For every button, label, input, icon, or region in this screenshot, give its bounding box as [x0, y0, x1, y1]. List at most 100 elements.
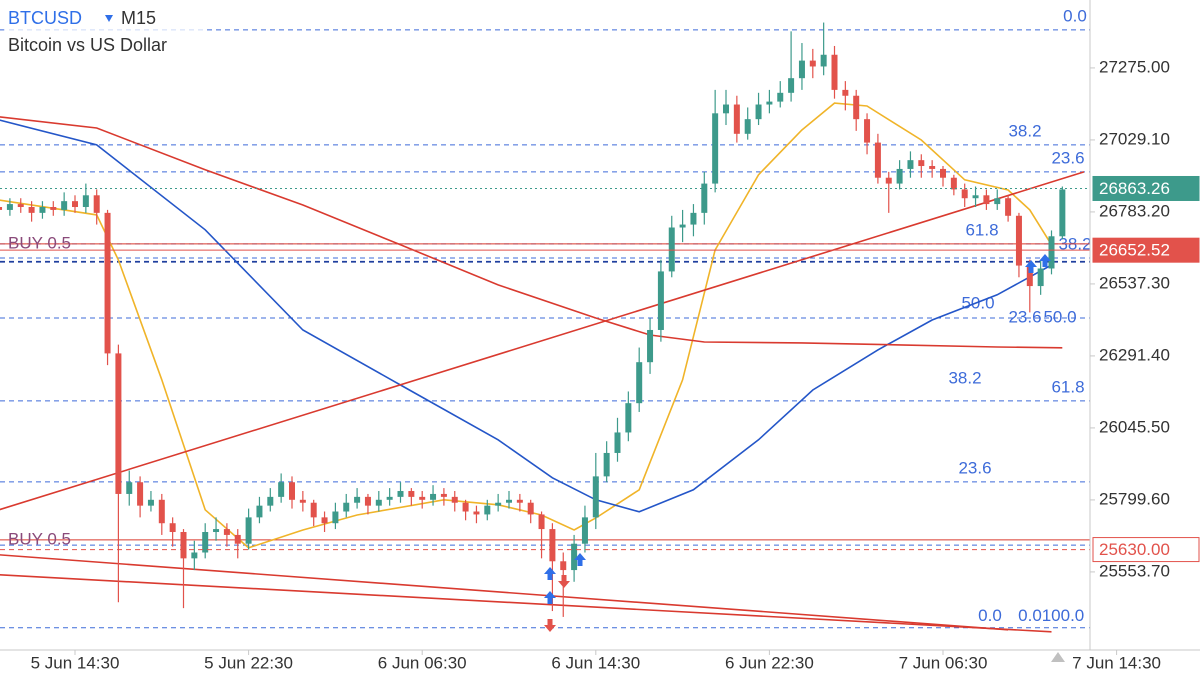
candle-body	[332, 511, 339, 524]
candle-body	[701, 183, 708, 213]
level-label: 23.6	[1008, 307, 1041, 326]
candle-body	[809, 60, 816, 67]
price-tag-label: 25630.00	[1099, 540, 1170, 559]
indicator-line	[0, 171, 1085, 511]
candle-body	[896, 168, 903, 184]
candle-body	[885, 177, 892, 184]
candle-body	[440, 493, 447, 497]
candle-body	[299, 499, 306, 503]
candle-body	[603, 452, 610, 477]
buy-arrows	[544, 254, 1051, 604]
order-label: BUY 0.5	[8, 529, 71, 548]
order-label: BUY 0.5	[8, 233, 71, 252]
description: Bitcoin vs US Dollar	[8, 35, 167, 55]
candle-body	[1005, 198, 1012, 216]
candle-body	[527, 502, 534, 515]
candle-body	[202, 532, 209, 553]
candle-body	[538, 514, 545, 530]
header-backdrop	[4, 6, 204, 62]
plot-area: 0.038.223.661.838.250.023.6 50.038.2 61.82…	[0, 6, 1090, 633]
y-tick-label: 27029.10	[1099, 129, 1170, 148]
x-tick-label: 6 Jun 22:30	[725, 653, 814, 672]
candle-body	[61, 201, 68, 210]
y-tick-label: 25799.60	[1099, 489, 1170, 508]
candle-body	[473, 511, 480, 515]
candle-body	[321, 517, 328, 524]
y-tick-label: 26045.50	[1099, 417, 1170, 436]
candle-body	[495, 502, 502, 506]
candle-body	[213, 529, 220, 533]
price-tag	[1092, 237, 1200, 263]
candle-body	[788, 78, 795, 93]
candle-body	[50, 207, 57, 210]
timeframe[interactable]: M15	[121, 8, 156, 28]
candle-body	[343, 502, 350, 512]
level-label: 38.2	[1008, 121, 1041, 140]
y-tick-label: 26291.40	[1099, 345, 1170, 364]
signals	[544, 254, 1051, 632]
candle-body	[864, 119, 871, 143]
candle-body	[386, 496, 393, 500]
y-tick-label: 26783.20	[1099, 201, 1170, 220]
symbol-dropdown[interactable]	[105, 15, 113, 22]
candle-body	[451, 496, 458, 503]
candle-body	[397, 491, 404, 497]
sell-arrow	[544, 619, 556, 632]
candle-body	[278, 482, 285, 497]
candle-body	[853, 95, 860, 120]
candle-body	[0, 207, 3, 210]
candle-body	[1015, 215, 1022, 266]
indicator-line	[0, 116, 1063, 349]
candle-body	[592, 476, 599, 518]
candle-body	[907, 160, 914, 169]
candle-body	[636, 362, 643, 404]
level-label: 61.8	[1051, 377, 1084, 396]
indicator-line	[0, 574, 1052, 633]
candle-body	[625, 403, 632, 433]
candle-body	[310, 502, 317, 518]
candle-body	[929, 166, 936, 169]
candle-body	[549, 529, 556, 562]
candle-body	[506, 499, 512, 503]
level-label: 61.8	[965, 220, 998, 239]
level-label: 23.6	[958, 458, 991, 477]
candle-body	[289, 482, 295, 500]
candle-body	[267, 496, 274, 506]
candle-body	[820, 54, 827, 67]
candle-body	[516, 499, 523, 503]
candle-body	[6, 204, 13, 210]
candle-body	[137, 482, 144, 506]
x-tick-label: 7 Jun 06:30	[899, 653, 988, 672]
candle-body	[744, 119, 751, 134]
candle-body	[1048, 236, 1055, 269]
candle-body	[147, 499, 154, 506]
candle-body	[354, 496, 361, 503]
symbol[interactable]: BTCUSD	[8, 8, 82, 28]
buy-arrow	[1039, 254, 1051, 267]
level-label: 0.0	[1063, 6, 1087, 25]
candle-body	[983, 195, 990, 205]
y-tick-label: 25553.70	[1099, 561, 1170, 580]
candle-body	[256, 505, 263, 518]
candle-body	[994, 198, 1001, 205]
price-tag	[1092, 537, 1200, 563]
candle-body	[115, 353, 122, 494]
candle-body	[462, 502, 469, 512]
candle-body	[1037, 268, 1044, 287]
candle-body	[668, 227, 675, 272]
candle-body	[364, 496, 371, 506]
candle-body	[169, 523, 176, 533]
candle-body	[180, 532, 187, 559]
x-tick-label: 7 Jun 14:30	[1072, 653, 1161, 672]
candle-body	[723, 104, 729, 114]
candle-body	[234, 534, 241, 544]
candle-body	[657, 271, 664, 330]
candle-body	[375, 499, 382, 506]
candle-body	[679, 224, 686, 228]
candle-body	[17, 204, 24, 208]
candle-body	[940, 168, 946, 178]
y-tick-label: 27275.00	[1099, 57, 1170, 76]
